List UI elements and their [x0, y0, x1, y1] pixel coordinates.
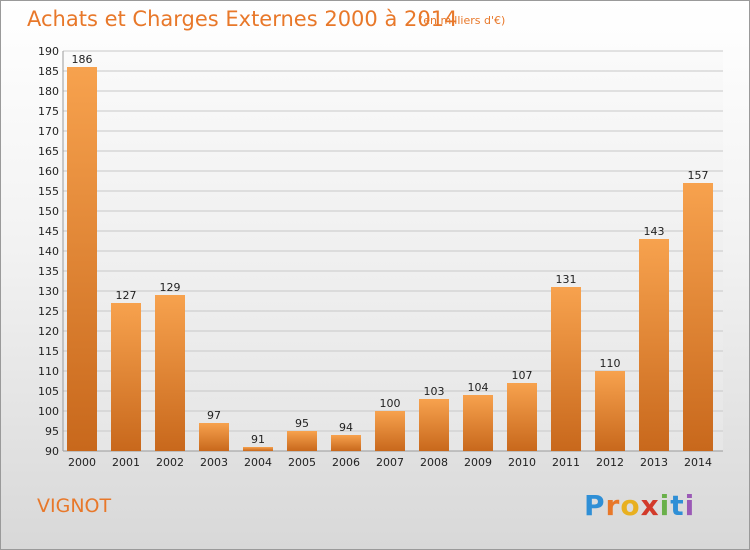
y-tick-label: 145: [38, 225, 59, 238]
chart-subtitle: (en milliers d'€): [419, 14, 506, 27]
y-tick-label: 130: [38, 285, 59, 298]
x-tick-label-2014: 2014: [684, 456, 712, 469]
bars: [67, 67, 713, 451]
y-tick-label: 110: [38, 365, 59, 378]
data-labels: 186 127 129 97 91 95 94 100 103 104 107 131 110 143 15…: [72, 53, 709, 446]
y-tick-label: 135: [38, 265, 59, 278]
y-tick-label: 175: [38, 105, 59, 118]
y-tick-label: 155: [38, 185, 59, 198]
logo-letter: o: [620, 489, 641, 522]
x-axis-categories: 2000 2001 2002 2003 2004 2005 2006 2007 2008 2009…: [68, 456, 712, 469]
x-tick-label-2009: 2009: [464, 456, 492, 469]
x-tick-label-2008: 2008: [420, 456, 448, 469]
logo-letter: x: [640, 489, 660, 522]
data-label-2009: 104: [468, 381, 489, 394]
data-label-2000: 186: [72, 53, 93, 66]
chart-title: Achats et Charges Externes 2000 à 2014: [27, 7, 458, 31]
bar-2007: [375, 411, 405, 451]
bar-2009: [463, 395, 493, 451]
data-label-2013: 143: [644, 225, 665, 238]
y-axis-ticks: 90 95 100 105 110 115 120 125 130 135 140 145 150 155…: [38, 45, 59, 458]
bar-2006: [331, 435, 361, 451]
y-tick-label: 185: [38, 65, 59, 78]
logo-letter: r: [605, 489, 621, 522]
data-label-2005: 95: [295, 417, 309, 430]
x-tick-label-2004: 2004: [244, 456, 272, 469]
bar-2008: [419, 399, 449, 451]
x-tick-label-2001: 2001: [112, 456, 140, 469]
y-tick-label: 115: [38, 345, 59, 358]
bar-2011: [551, 287, 581, 451]
bar-2013: [639, 239, 669, 451]
x-tick-label-2000: 2000: [68, 456, 96, 469]
y-tick-label: 180: [38, 85, 59, 98]
logo-letter: i: [684, 489, 696, 522]
y-tick-label: 90: [45, 445, 59, 458]
y-tick-label: 150: [38, 205, 59, 218]
data-label-2004: 91: [251, 433, 265, 446]
x-tick-label-2011: 2011: [552, 456, 580, 469]
data-label-2011: 131: [556, 273, 577, 286]
y-tick-label: 190: [38, 45, 59, 58]
logo-letter: t: [670, 489, 685, 522]
bar-2014: [683, 183, 713, 451]
y-tick-label: 170: [38, 125, 59, 138]
data-label-2008: 103: [424, 385, 445, 398]
logo-letter: i: [659, 489, 671, 522]
x-tick-label-2010: 2010: [508, 456, 536, 469]
bar-2003: [199, 423, 229, 451]
bar-2000: [67, 67, 97, 451]
y-tick-label: 165: [38, 145, 59, 158]
y-tick-label: 100: [38, 405, 59, 418]
bar-2010: [507, 383, 537, 451]
y-tick-label: 125: [38, 305, 59, 318]
y-tick-label: 95: [45, 425, 59, 438]
x-tick-label-2002: 2002: [156, 456, 184, 469]
data-label-2002: 129: [160, 281, 181, 294]
commune-name: VIGNOT: [37, 495, 112, 517]
bar-2004: [243, 447, 273, 451]
x-tick-label-2006: 2006: [332, 456, 360, 469]
y-tick-label: 105: [38, 385, 59, 398]
y-tick-label: 120: [38, 325, 59, 338]
proxiti-logo[interactable]: Proxiti: [584, 489, 695, 522]
y-tick-label: 160: [38, 165, 59, 178]
bar-2012: [595, 371, 625, 451]
y-tick-label: 140: [38, 245, 59, 258]
bar-2001: [111, 303, 141, 451]
bar-2005: [287, 431, 317, 451]
logo-letter: P: [584, 489, 606, 522]
data-label-2001: 127: [116, 289, 137, 302]
data-label-2007: 100: [380, 397, 401, 410]
x-tick-label-2007: 2007: [376, 456, 404, 469]
data-label-2014: 157: [688, 169, 709, 182]
bar-2002: [155, 295, 185, 451]
x-tick-label-2013: 2013: [640, 456, 668, 469]
data-label-2003: 97: [207, 409, 221, 422]
x-tick-label-2003: 2003: [200, 456, 228, 469]
data-label-2012: 110: [600, 357, 621, 370]
data-label-2010: 107: [512, 369, 533, 382]
x-tick-label-2012: 2012: [596, 456, 624, 469]
x-tick-label-2005: 2005: [288, 456, 316, 469]
data-label-2006: 94: [339, 421, 353, 434]
